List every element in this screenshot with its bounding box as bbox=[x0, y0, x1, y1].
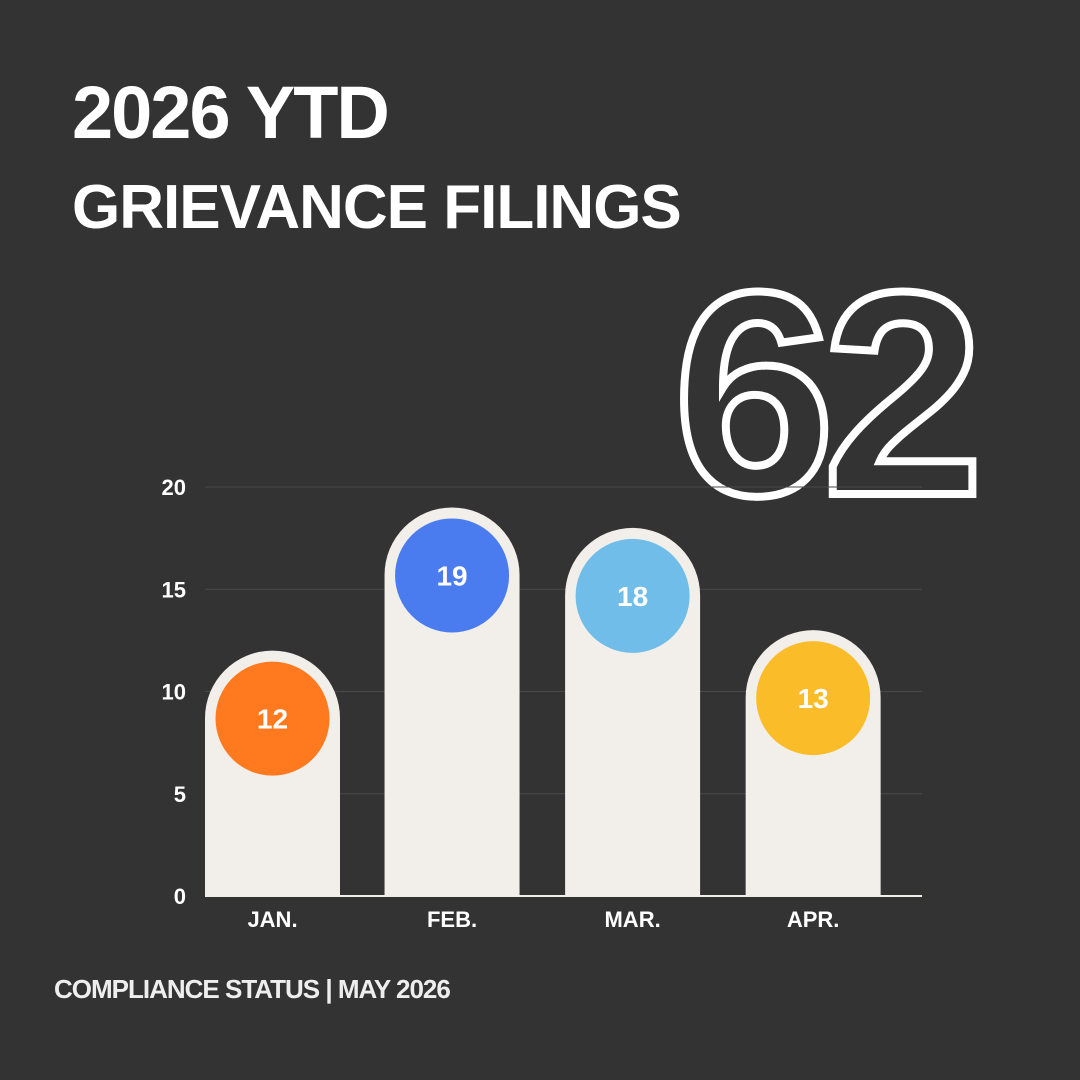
x-tick-label: JAN. bbox=[247, 907, 297, 932]
value-bubble bbox=[575, 538, 690, 653]
data-label: 13 bbox=[798, 683, 829, 714]
y-tick-label: 15 bbox=[162, 577, 186, 602]
value-bubble bbox=[395, 518, 510, 633]
x-tick-label: APR. bbox=[787, 907, 840, 932]
y-tick-label: 10 bbox=[162, 680, 186, 705]
value-bubble bbox=[215, 661, 330, 776]
total-number: 62 bbox=[673, 232, 976, 556]
chart-subtitle: GRIEVANCE FILINGS bbox=[72, 173, 681, 242]
footer: COMPLIANCE STATUS | MAY 2026 bbox=[54, 974, 450, 1004]
value-bubble bbox=[756, 641, 871, 756]
x-tick-label: MAR. bbox=[604, 907, 660, 932]
data-label: 19 bbox=[436, 560, 467, 591]
y-tick-label: 0 bbox=[174, 884, 186, 909]
y-tick-label: 20 bbox=[162, 475, 186, 500]
data-label: 18 bbox=[617, 581, 648, 612]
y-tick-label: 5 bbox=[174, 782, 186, 807]
chart-title: 2026 YTD bbox=[72, 71, 388, 154]
x-tick-label: FEB. bbox=[427, 907, 477, 932]
data-label: 12 bbox=[257, 704, 288, 735]
